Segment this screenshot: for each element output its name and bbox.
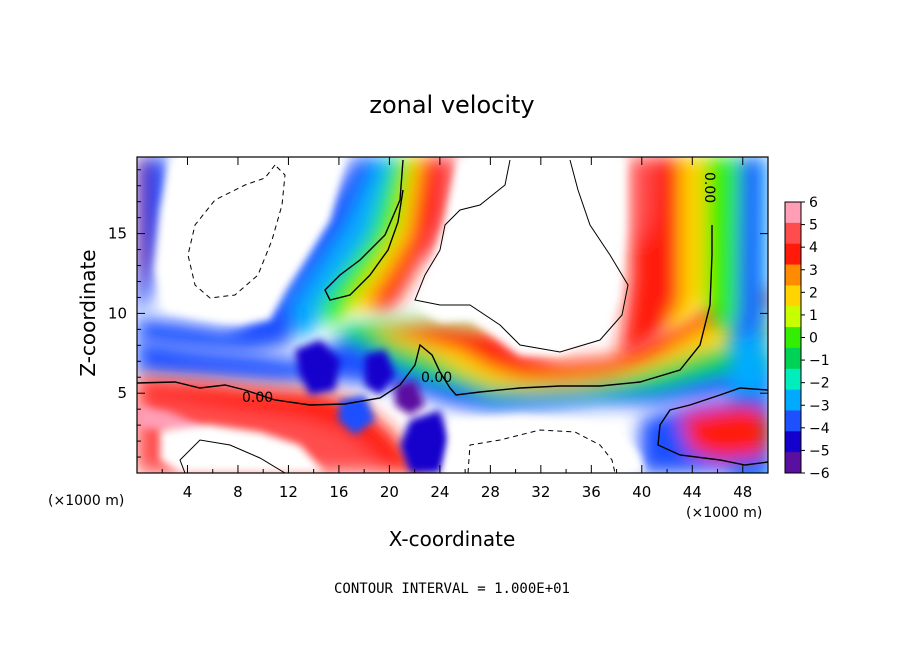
x-tick-label: 20 bbox=[380, 483, 399, 501]
x-tick-label: 40 bbox=[632, 483, 651, 501]
x-tick-label: 16 bbox=[329, 483, 348, 501]
colorbar-swatch bbox=[785, 410, 801, 432]
y-tick-label: 15 bbox=[108, 225, 127, 243]
colorbar-label: −2 bbox=[809, 376, 830, 392]
contour-labels: 0.00 0.00 0.00 bbox=[242, 172, 717, 406]
colorbar-swatch bbox=[785, 285, 801, 307]
contour-negative-upper-left bbox=[187, 164, 286, 299]
plot-frame bbox=[136, 156, 769, 474]
contour-interval-note: CONTOUR INTERVAL = 1.000E+01 bbox=[334, 581, 570, 597]
contour-label: 0.00 bbox=[701, 172, 717, 203]
y-axis: 5 10 15 bbox=[108, 169, 768, 458]
x-tick-label: 8 bbox=[233, 483, 243, 501]
colorbar-swatch bbox=[785, 452, 801, 474]
contour-zero-upper-mid bbox=[324, 159, 404, 301]
colorbar: 6 5 4 3 2 1 0 −1 −2 −3 −4 −5 −6 bbox=[784, 195, 830, 482]
colorbar-label: 5 bbox=[809, 218, 818, 234]
colorbar-swatch bbox=[785, 327, 801, 349]
colorbar-label: −6 bbox=[809, 466, 830, 482]
colorbar-swatch bbox=[785, 389, 801, 411]
colorbar-label: −4 bbox=[809, 421, 830, 437]
colorbar-label: −1 bbox=[809, 353, 830, 369]
colorbar-swatch bbox=[785, 306, 801, 328]
colorbar-swatch bbox=[785, 222, 801, 245]
colorbar-label: 0 bbox=[809, 331, 818, 347]
x-unit-left: (×1000 m) bbox=[48, 493, 124, 509]
x-axis: 4 8 12 16 20 24 28 32 36 40 44 48 bbox=[161, 157, 752, 501]
colorbar-label: 1 bbox=[809, 308, 818, 324]
dashed-contours bbox=[187, 164, 616, 473]
x-tick-label: 12 bbox=[279, 483, 298, 501]
y-tick-label: 10 bbox=[108, 304, 127, 322]
x-tick-label: 4 bbox=[183, 483, 193, 501]
contour-inner-loop bbox=[414, 159, 629, 353]
colorbar-label: 6 bbox=[809, 195, 818, 211]
y-tick-label: 5 bbox=[117, 384, 127, 402]
colorbar-label: 3 bbox=[809, 263, 818, 279]
chart-title: zonal velocity bbox=[369, 91, 534, 119]
colorbar-swatch bbox=[785, 243, 801, 266]
colorbar-swatch bbox=[785, 264, 801, 286]
y-axis-label: Z-coordinate bbox=[76, 249, 100, 376]
x-tick-label: 32 bbox=[531, 483, 550, 501]
colorbar-label: −3 bbox=[809, 398, 830, 414]
colorbar-label: −5 bbox=[809, 443, 830, 459]
contour-lines bbox=[137, 159, 768, 473]
x-tick-label: 44 bbox=[683, 483, 702, 501]
colorbar-swatch bbox=[785, 202, 801, 224]
x-axis-label: X-coordinate bbox=[389, 527, 516, 551]
contour-negative-lower bbox=[467, 429, 616, 473]
x-tick-label: 24 bbox=[430, 483, 449, 501]
contour-label: 0.00 bbox=[421, 370, 452, 386]
x-tick-label: 48 bbox=[733, 483, 752, 501]
contour-zero-left bbox=[137, 225, 713, 406]
colorbar-swatch bbox=[785, 347, 801, 370]
x-tick-label: 36 bbox=[582, 483, 601, 501]
velocity-field bbox=[137, 157, 768, 473]
colorbar-label: 2 bbox=[809, 285, 818, 301]
contour-lower-left bbox=[179, 439, 286, 473]
colorbar-swatch bbox=[785, 431, 801, 453]
x-unit-right: (×1000 m) bbox=[686, 505, 762, 521]
contour-lower-right bbox=[657, 387, 768, 466]
colorbar-swatch bbox=[785, 368, 801, 391]
contour-label: 0.00 bbox=[242, 390, 273, 406]
x-tick-label: 28 bbox=[481, 483, 500, 501]
colorbar-label: 4 bbox=[809, 240, 818, 256]
